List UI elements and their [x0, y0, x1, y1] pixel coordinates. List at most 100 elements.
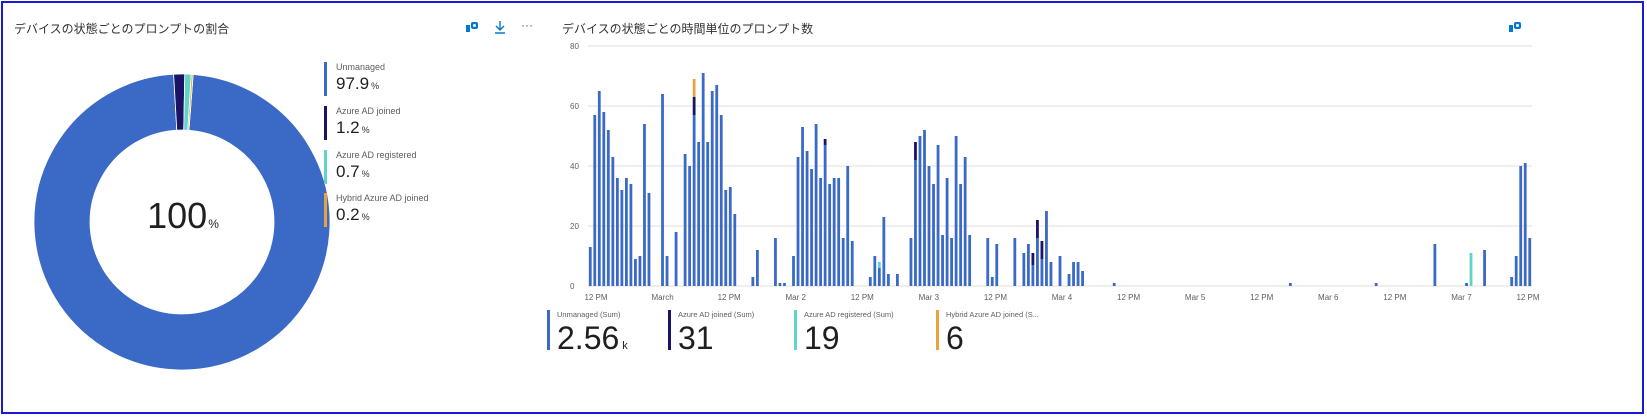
- bar-0[interactable]: [936, 145, 940, 286]
- bar-0[interactable]: [665, 256, 669, 286]
- bar-0[interactable]: [882, 217, 886, 286]
- bar-0[interactable]: [810, 169, 813, 286]
- bar-0[interactable]: [1040, 259, 1044, 286]
- bar-0[interactable]: [837, 178, 841, 286]
- bar-0[interactable]: [755, 250, 759, 286]
- bar-0[interactable]: [959, 184, 963, 286]
- bar-0[interactable]: [986, 238, 990, 286]
- bar-0[interactable]: [895, 274, 899, 286]
- bar-0[interactable]: [706, 142, 710, 286]
- insights-icon[interactable]: [465, 20, 479, 34]
- bar-0[interactable]: [774, 238, 777, 286]
- bar-0[interactable]: [945, 178, 949, 286]
- bar-0[interactable]: [692, 115, 696, 286]
- bar-0[interactable]: [805, 151, 809, 286]
- bar-0[interactable]: [968, 235, 972, 286]
- bar-1[interactable]: [1036, 220, 1039, 238]
- bar-0[interactable]: [932, 184, 935, 286]
- bar-0[interactable]: [638, 256, 642, 286]
- bar-0[interactable]: [1081, 271, 1084, 286]
- bar-0[interactable]: [615, 178, 619, 286]
- bar-0[interactable]: [783, 283, 786, 286]
- donut-slice-unmanaged[interactable]: [33, 73, 331, 371]
- bar-0[interactable]: [1514, 256, 1518, 286]
- bar-0[interactable]: [914, 160, 917, 286]
- bar-0[interactable]: [1031, 265, 1035, 286]
- bar-0[interactable]: [629, 184, 633, 286]
- bar-0[interactable]: [674, 232, 678, 286]
- bar-0[interactable]: [1519, 166, 1523, 286]
- bar-0[interactable]: [814, 124, 818, 286]
- bar-0[interactable]: [701, 73, 705, 286]
- bar-2[interactable]: [877, 262, 881, 268]
- bar-0[interactable]: [1026, 244, 1030, 286]
- more-icon[interactable]: ···: [521, 18, 533, 32]
- bar-0[interactable]: [950, 238, 953, 286]
- bar-0[interactable]: [733, 214, 737, 286]
- bar-0[interactable]: [1036, 238, 1039, 286]
- bar-0[interactable]: [602, 112, 606, 286]
- bar-0[interactable]: [995, 244, 999, 286]
- bar-0[interactable]: [1288, 283, 1292, 286]
- bar-0[interactable]: [796, 157, 800, 286]
- bar-0[interactable]: [1433, 244, 1437, 286]
- bar-0[interactable]: [661, 94, 664, 286]
- bar-0[interactable]: [647, 193, 651, 286]
- bar-0[interactable]: [923, 130, 926, 286]
- bar-0[interactable]: [1374, 283, 1378, 286]
- bar-0[interactable]: [751, 277, 755, 286]
- bar-0[interactable]: [1465, 283, 1468, 286]
- insights-icon[interactable]: [1508, 20, 1522, 34]
- bar-0[interactable]: [927, 166, 931, 286]
- bar-1[interactable]: [1031, 253, 1035, 265]
- bar-1[interactable]: [1040, 241, 1044, 259]
- bar-0[interactable]: [841, 238, 845, 286]
- bar-0[interactable]: [819, 178, 823, 286]
- bar-0[interactable]: [1067, 274, 1071, 286]
- bar-0[interactable]: [846, 166, 850, 286]
- bar-0[interactable]: [697, 142, 701, 286]
- bar-0[interactable]: [1045, 211, 1048, 286]
- bar-0[interactable]: [778, 283, 782, 286]
- bar-0[interactable]: [1058, 256, 1062, 286]
- bar-0[interactable]: [963, 157, 967, 286]
- bar-0[interactable]: [1523, 163, 1527, 286]
- bar-0[interactable]: [710, 91, 714, 286]
- bar-0[interactable]: [850, 241, 854, 286]
- bar-0[interactable]: [1022, 253, 1026, 286]
- bar-0[interactable]: [941, 235, 944, 286]
- bar-0[interactable]: [606, 130, 610, 286]
- bar-0[interactable]: [909, 238, 913, 286]
- bar-0[interactable]: [868, 277, 872, 286]
- bar-0[interactable]: [683, 154, 687, 286]
- bar-0[interactable]: [801, 127, 804, 286]
- bar-0[interactable]: [886, 274, 890, 286]
- bar-0[interactable]: [719, 115, 723, 286]
- bar-0[interactable]: [588, 247, 592, 286]
- bar-0[interactable]: [593, 115, 597, 286]
- bar-0[interactable]: [1076, 262, 1080, 286]
- bar-0[interactable]: [634, 259, 637, 286]
- bar-1[interactable]: [914, 142, 917, 160]
- bar-1[interactable]: [692, 97, 696, 115]
- bar-2[interactable]: [1469, 253, 1473, 286]
- bar-0[interactable]: [724, 190, 728, 286]
- bar-0[interactable]: [873, 256, 877, 286]
- bar-0[interactable]: [823, 145, 827, 286]
- bar-0[interactable]: [918, 136, 922, 286]
- bar-0[interactable]: [1112, 283, 1116, 286]
- bar-0[interactable]: [832, 178, 836, 286]
- bar-0[interactable]: [1483, 250, 1486, 286]
- bar-0[interactable]: [624, 178, 628, 286]
- download-icon[interactable]: [494, 20, 506, 34]
- bar-0[interactable]: [990, 277, 994, 286]
- bar-0[interactable]: [597, 91, 601, 286]
- bar-0[interactable]: [1528, 238, 1532, 286]
- bar-0[interactable]: [1013, 238, 1017, 286]
- bar-0[interactable]: [715, 85, 719, 286]
- bar-1[interactable]: [823, 139, 827, 145]
- bar-0[interactable]: [620, 190, 624, 286]
- bar-0[interactable]: [688, 166, 692, 286]
- bar-0[interactable]: [954, 136, 958, 286]
- donut-slice-hybrid-azure-ad-joined[interactable]: [187, 73, 194, 131]
